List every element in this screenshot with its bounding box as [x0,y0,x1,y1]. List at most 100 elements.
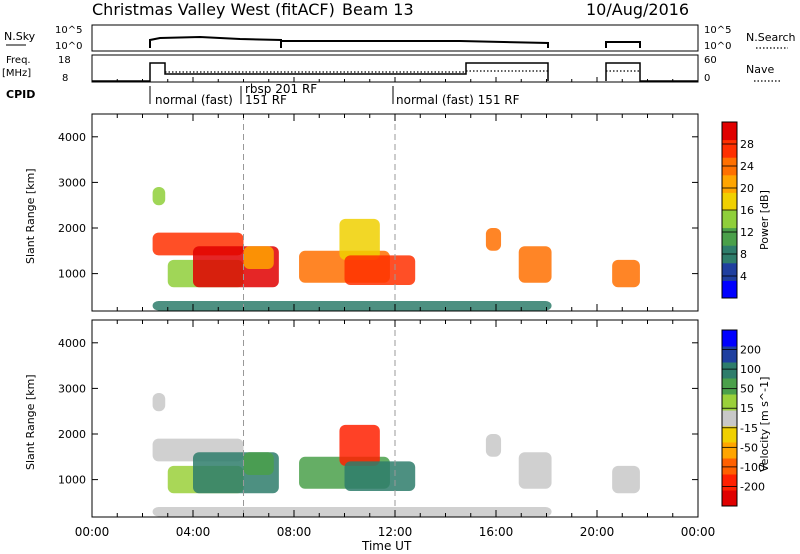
freq-tick-8: 8 [62,73,68,84]
cpid-segment-2: rbsp 201 RF [245,82,317,96]
velocity-colorbar-tick-label: -200 [740,480,765,493]
velocity-colorbar: 200 100 50 15 -15 -50 -100 -200 [721,329,765,507]
power-colorbar: 28 24 20 16 12 8 4 [721,121,754,299]
power-colorbar-swatch [722,210,737,229]
y-tick-label: 3000 [58,176,86,189]
velocity-colorbar-tick-label: -15 [740,422,758,435]
power-colorbar-swatch [722,122,737,141]
axis-overlay: 1000 2000 3000 4000 1000 2000 3000 4000 [58,114,698,517]
x-axis-label: Time UT [361,539,412,553]
freq-unit: [MHz] [2,68,31,79]
velocity-colorbar-swatch [722,410,737,427]
x-tick-label: 16:00 [479,525,514,539]
nsearch-label: N.Search [746,31,796,44]
cpid-segment-1: normal (fast) [155,93,233,107]
y-tick-label: 3000 [58,382,86,395]
nsky-tick-lo: 10^0 [55,41,82,52]
velocity-colorbar-tick-label: -50 [740,441,758,454]
freq-tick-18: 18 [58,55,71,66]
x-tick-label: 08:00 [277,525,312,539]
velocity-echo-region [152,392,166,412]
x-tick-label: 00:00 [75,525,110,539]
velocity-echo-region [243,452,274,476]
power-ylabel: Slant Range [km] [24,168,37,264]
power-echo-region [152,300,552,311]
freq-trace [92,62,698,82]
power-echo-region [518,246,552,283]
y-tick-label: 2000 [58,222,86,235]
beam-label: Beam 13 [342,0,414,19]
velocity-echo-region [485,434,502,457]
power-echo-region [612,259,640,288]
velocity-colorbar-swatch [722,378,737,395]
velocity-echo-region [344,461,416,492]
velocity-colorbar-swatch [722,330,737,347]
power-colorbar-tick-label: 4 [740,270,747,283]
nave-tick-60: 60 [704,55,717,66]
power-echo-region [485,228,502,251]
velocity-colorbar-swatch [722,458,737,475]
nsky-trace [149,35,641,48]
velocity-echo-region [518,452,552,489]
power-colorbar-label: Power [dB] [758,190,771,250]
power-colorbar-tick-label: 20 [740,182,754,195]
velocity-colorbar-swatch [722,474,737,491]
velocity-colorbar-tick-label: -100 [740,461,765,474]
power-colorbar-swatch [722,139,737,158]
cpid-segment-4: normal (fast) 151 RF [396,93,520,107]
power-colorbar-swatch [722,192,737,211]
velocity-colorbar-swatch [722,490,737,507]
power-colorbar-tick-label: 8 [740,248,747,261]
x-tick-label: 04:00 [176,525,211,539]
nsearch-tick-lo: 10^0 [704,41,731,52]
velocity-colorbar-swatch [722,346,737,363]
power-echo-region [344,255,416,286]
velocity-ylabel: Slant Range [km] [24,374,37,470]
velocity-echo-layer [152,392,640,517]
velocity-echo-region [152,506,552,517]
power-colorbar-tick-label: 16 [740,204,754,217]
cpid-segment-3: 151 RF [245,93,287,107]
velocity-colorbar-tick-label: 50 [740,383,754,396]
velocity-colorbar-swatch [722,394,737,411]
nsearch-tick-hi: 10^5 [704,25,731,36]
y-tick-label: 1000 [58,268,86,281]
x-axis-ticks: 00:00 04:00 08:00 12:00 16:00 20:00 00:00 [75,77,716,539]
power-colorbar-swatch [722,174,737,193]
velocity-colorbar-tick-label: 100 [740,363,761,376]
velocity-colorbar-swatch [722,426,737,443]
nave-label: Nave [746,63,774,76]
velocity-colorbar-swatch [722,442,737,459]
power-colorbar-tick-label: 24 [740,160,754,173]
power-echo-region [243,246,274,270]
freq-label: Freq. [6,55,31,66]
velocity-colorbar-frame [721,329,738,507]
velocity-echo-region [339,424,380,466]
cpid-label: CPID [6,88,35,101]
velocity-echo-region [612,465,640,494]
power-colorbar-tick-label: 28 [740,138,754,151]
power-echo-layer [152,186,640,311]
power-colorbar-swatch [722,227,737,246]
date-label: 10/Aug/2016 [586,0,689,19]
power-echo-region [152,186,166,206]
velocity-colorbar-label: Velocity [m s^-1] [758,377,771,472]
velocity-colorbar-tick-label: 200 [740,344,761,357]
velocity-colorbar-swatch [722,362,737,379]
x-tick-label: 00:00 [681,525,716,539]
y-tick-label: 1000 [58,474,86,487]
y-tick-label: 4000 [58,131,86,144]
nave-trace [165,70,640,73]
nsky-label: N.Sky [4,30,36,43]
y-tick-label: 4000 [58,337,86,350]
x-tick-label: 12:00 [378,525,413,539]
power-colorbar-swatch [722,262,737,281]
y-tick-label: 2000 [58,428,86,441]
power-colorbar-tick-label: 12 [740,226,754,239]
x-tick-label: 20:00 [580,525,615,539]
power-echo-region [339,218,380,260]
power-colorbar-swatch [722,280,737,299]
nsky-panel-frame [91,24,699,52]
nave-tick-0: 0 [704,73,710,84]
